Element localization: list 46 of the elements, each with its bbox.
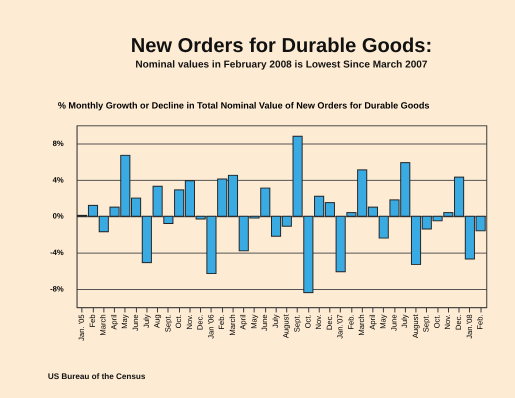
y-tick-label: 8%	[52, 138, 64, 148]
x-tick-label: May	[120, 314, 130, 329]
x-tick-label: Dec.	[196, 314, 205, 330]
x-tick-label: Nov.	[314, 314, 324, 330]
x-tick-label: March	[228, 314, 237, 336]
y-tick-label: 4%	[52, 175, 64, 184]
x-tick-label: July	[270, 314, 280, 328]
x-tick-label: Sept.	[422, 314, 431, 332]
x-tick-label: Sept.	[292, 314, 302, 332]
y-tick-label: -4%	[50, 248, 64, 258]
x-tick-label: Feb	[88, 314, 97, 328]
x-tick-label: Jan.'08	[464, 314, 474, 339]
x-tick-label: Jan.'07	[336, 314, 345, 339]
x-tick-label: Jan '06	[206, 314, 216, 339]
x-tick-label: April	[109, 314, 118, 330]
x-tick-label: August	[410, 314, 420, 338]
chart-subtitle: Nominal values in February 2008 is Lowest Since March 2007	[135, 59, 428, 70]
x-tick-label: Feb.	[346, 314, 356, 330]
x-tick-label: Oct.	[174, 314, 184, 328]
x-tick-label: May	[249, 314, 258, 329]
x-tick-label: Nov.	[184, 314, 194, 330]
x-tick-label: Oct.	[432, 314, 442, 328]
x-tick-label: Aug	[152, 314, 162, 328]
x-tick-label: May	[378, 314, 388, 329]
x-tick-label: June	[130, 314, 140, 331]
x-tick-label: Feb.	[217, 314, 226, 330]
x-tick-label: Dec.	[454, 314, 464, 330]
x-tick-label: Sept.	[163, 314, 172, 332]
x-tick-label: April	[368, 314, 377, 330]
x-tick-label: Jan. '05	[77, 314, 86, 341]
x-tick-label: March	[357, 314, 366, 336]
y-tick-label: -8%	[50, 284, 64, 294]
x-tick-label: Feb.	[476, 314, 485, 330]
chart-title: New Orders for Durable Goods:	[130, 35, 432, 58]
x-tick-label: Nov.	[443, 314, 452, 330]
x-tick-label: June	[389, 314, 398, 331]
y-axis-title: % Monthly Growth or Decline in Total Nominal Value of New Orders for Durable Goods	[58, 100, 430, 111]
x-tick-label: Oct.	[303, 314, 312, 328]
x-tick-label: August	[282, 314, 291, 338]
x-tick-label: April	[238, 314, 248, 330]
y-tick-label: 0%	[52, 212, 64, 221]
x-tick-label: July	[142, 314, 151, 328]
x-tick-label: Dec.	[324, 314, 334, 330]
x-tick-label: March	[98, 314, 108, 336]
x-tick-label: June	[260, 314, 270, 331]
x-tick-label: July	[400, 314, 410, 328]
